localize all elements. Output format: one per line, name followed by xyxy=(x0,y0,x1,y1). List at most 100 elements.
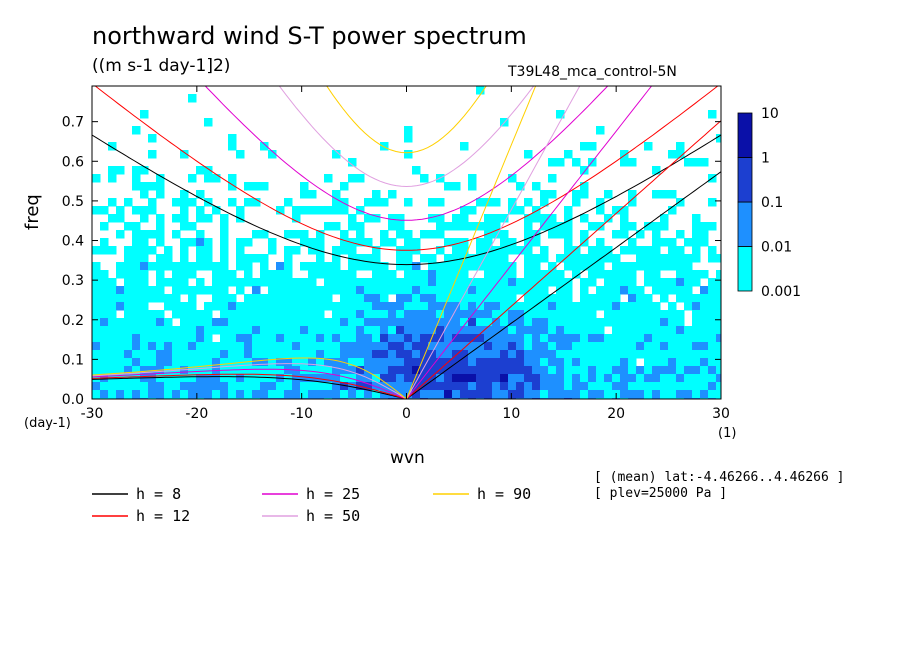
heat-cell xyxy=(244,310,253,319)
heat-cell xyxy=(524,374,533,383)
heat-cell xyxy=(332,198,341,207)
heat-cell xyxy=(276,366,285,375)
heat-cell xyxy=(636,246,645,255)
heat-cell xyxy=(668,190,677,199)
heat-cell xyxy=(260,374,269,383)
heat-cell xyxy=(516,350,525,359)
heat-cell xyxy=(308,286,317,295)
heat-cell xyxy=(644,310,653,319)
heat-cell xyxy=(132,174,141,183)
heat-cell xyxy=(340,390,349,399)
heat-cell xyxy=(580,326,589,335)
heat-cell xyxy=(708,358,717,367)
heat-cell xyxy=(428,390,437,399)
x-tick-label: -20 xyxy=(185,406,208,422)
heat-cell xyxy=(412,270,421,279)
heat-cell xyxy=(604,350,613,359)
legend-label: h = 8 xyxy=(136,485,181,503)
heat-cell xyxy=(204,342,213,351)
heat-cell xyxy=(716,390,721,399)
heat-cell xyxy=(236,302,245,311)
heat-cell xyxy=(620,158,629,167)
heat-cell xyxy=(524,302,533,311)
heat-cell xyxy=(468,222,477,231)
heat-cell xyxy=(492,286,501,295)
heat-cell xyxy=(276,326,285,335)
heat-cell xyxy=(244,374,253,383)
heat-cell xyxy=(548,278,557,287)
heat-cell xyxy=(252,294,261,303)
heat-cell xyxy=(188,198,197,207)
heat-cell xyxy=(532,182,541,191)
heat-cell xyxy=(172,358,181,367)
heat-cell xyxy=(700,230,709,239)
y-tick-label: 0.4 xyxy=(62,234,84,250)
heat-cell xyxy=(276,358,285,367)
heat-cell xyxy=(484,198,493,207)
heat-cell xyxy=(636,382,645,391)
heat-cell xyxy=(460,294,469,303)
heat-cell xyxy=(548,358,557,367)
heat-cell xyxy=(484,222,493,231)
heat-cell xyxy=(468,366,477,375)
heat-cell xyxy=(572,270,581,279)
heat-cell xyxy=(676,366,685,375)
heat-cell xyxy=(292,350,301,359)
heat-cell xyxy=(180,318,189,327)
heat-cell xyxy=(612,350,621,359)
heat-cell xyxy=(356,390,365,399)
heat-cell xyxy=(284,230,293,239)
heat-cell xyxy=(308,270,317,279)
heat-cell xyxy=(116,318,125,327)
heat-cell xyxy=(172,198,181,207)
heat-cell xyxy=(676,286,685,295)
heat-cell xyxy=(412,238,421,247)
heat-cell xyxy=(260,318,269,327)
heat-cell xyxy=(348,158,357,167)
heat-cell xyxy=(644,254,653,263)
heat-cell xyxy=(284,358,293,367)
heat-cell xyxy=(204,390,213,399)
heat-cell xyxy=(596,382,605,391)
heat-cell xyxy=(508,278,517,287)
heat-cell xyxy=(388,374,397,383)
heat-cell xyxy=(316,334,325,343)
heat-cell xyxy=(252,278,261,287)
heat-cell xyxy=(668,350,677,359)
heat-cell xyxy=(604,390,613,399)
heat-cell xyxy=(636,374,645,383)
heat-cell xyxy=(604,334,613,343)
heat-cell xyxy=(516,286,525,295)
heat-cell xyxy=(244,334,253,343)
heat-cell xyxy=(460,206,469,215)
heat-cell xyxy=(180,286,189,295)
heat-cell xyxy=(540,246,549,255)
heat-cell xyxy=(252,334,261,343)
heat-cell xyxy=(92,270,101,279)
heat-cell xyxy=(444,310,453,319)
heat-cell xyxy=(660,350,669,359)
heat-cell xyxy=(524,382,533,391)
heat-cell xyxy=(388,302,397,311)
heat-cell xyxy=(156,262,165,271)
heat-cell xyxy=(524,350,533,359)
heat-cell xyxy=(196,342,205,351)
heat-cell xyxy=(628,270,637,279)
heat-cell xyxy=(460,302,469,311)
heat-cell xyxy=(716,310,721,319)
heat-cell xyxy=(204,286,213,295)
heat-cell xyxy=(188,270,197,279)
heat-cell xyxy=(708,342,717,351)
heat-cell xyxy=(540,342,549,351)
heat-cell xyxy=(452,222,461,231)
heat-cell xyxy=(548,158,557,167)
heat-cell xyxy=(508,310,517,319)
heat-cell xyxy=(348,270,357,279)
heat-cell xyxy=(340,198,349,207)
heat-cell xyxy=(300,358,309,367)
heat-cell xyxy=(148,310,157,319)
heat-cell xyxy=(692,278,701,287)
heat-cell xyxy=(668,366,677,375)
heat-cell xyxy=(708,382,717,391)
heat-cell xyxy=(492,262,501,271)
